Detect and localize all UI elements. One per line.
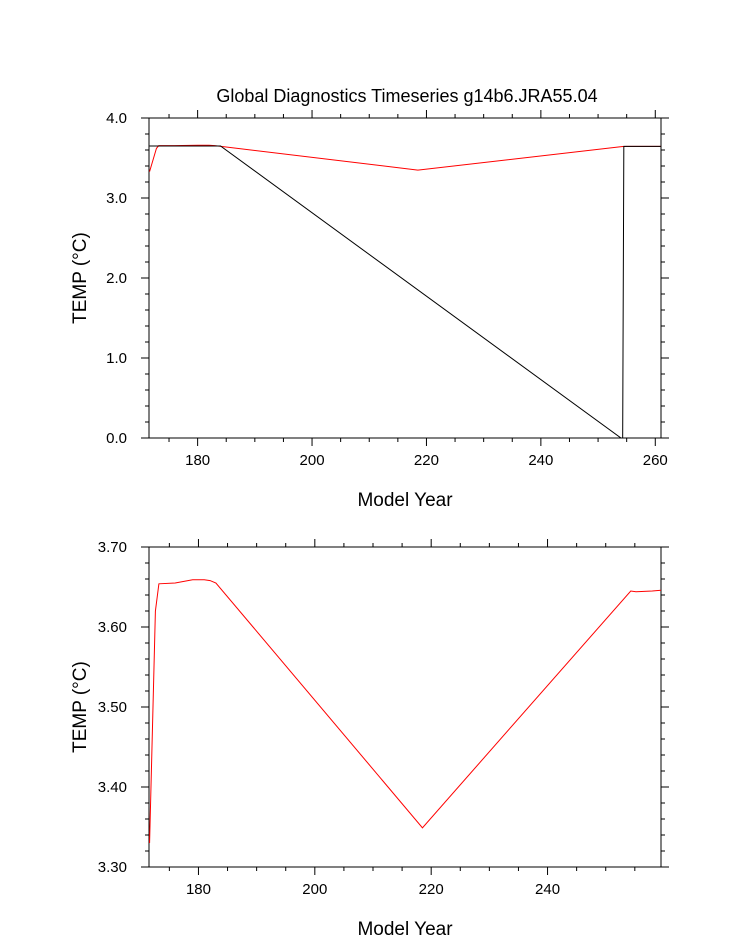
x-tick-label: 240 xyxy=(535,881,560,898)
y-tick-label: 2.0 xyxy=(106,270,127,287)
x-tick-label: 200 xyxy=(302,881,327,898)
x-tick-label: 200 xyxy=(300,452,325,469)
y-tick-label: 0.0 xyxy=(106,430,127,447)
x-tick-label: 180 xyxy=(185,452,210,469)
x-axis-title: Model Year xyxy=(357,919,453,940)
y-axis-title: TEMP (°C) xyxy=(70,661,91,753)
y-tick-label: 3.50 xyxy=(98,699,127,716)
y-tick-label: 3.70 xyxy=(98,539,127,556)
bottom-panel: 180 200 220 240 3.30 3.40 3.50 3.60 3.70 Model Ye… xyxy=(70,539,669,940)
y-tick-label: 1.0 xyxy=(106,350,127,367)
series-line-red xyxy=(149,144,661,172)
y-tick-label: 3.60 xyxy=(98,619,127,636)
x-tick-label: 220 xyxy=(419,881,444,898)
x-tick-label: 240 xyxy=(528,452,553,469)
top-panel: 180 200 220 240 260 0.0 1.0 2.0 3.0 4.0 Model Year… xyxy=(70,110,669,511)
series-line-red xyxy=(149,579,661,844)
y-tick-label: 3.30 xyxy=(98,859,127,876)
y-axis-title: TEMP (°C) xyxy=(70,232,91,324)
x-axis-title: Model Year xyxy=(357,490,453,511)
y-tick-label: 4.0 xyxy=(106,110,127,127)
x-tick-label: 220 xyxy=(414,452,439,469)
x-tick-label: 260 xyxy=(643,452,668,469)
series-line-black xyxy=(149,145,661,439)
plot-frame xyxy=(148,117,662,439)
y-tick-label: 3.0 xyxy=(106,190,127,207)
x-tick-label: 180 xyxy=(186,881,211,898)
y-tick-label: 3.40 xyxy=(98,779,127,796)
figure-title: Global Diagnostics Timeseries g14b6.JRA5… xyxy=(216,86,597,106)
